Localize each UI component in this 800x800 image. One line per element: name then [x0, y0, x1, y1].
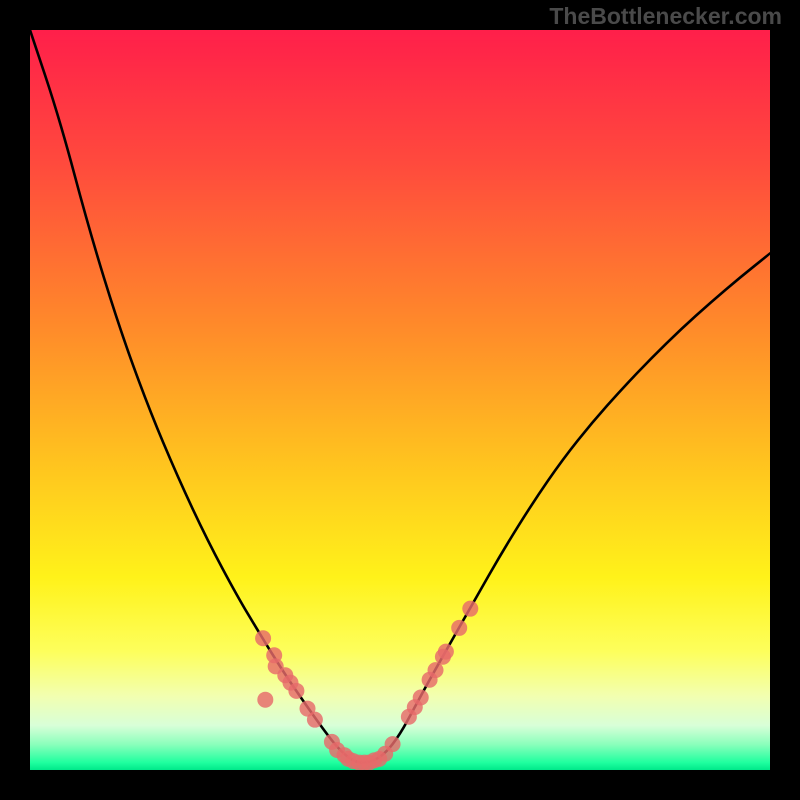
watermark-text: TheBottlenecker.com	[549, 3, 782, 30]
scatter-point	[413, 689, 429, 705]
scatter-point	[451, 620, 467, 636]
scatter-point	[438, 644, 454, 660]
chart-plot-area	[30, 30, 770, 770]
chart-svg	[30, 30, 770, 770]
scatter-point	[462, 601, 478, 617]
scatter-point	[385, 736, 401, 752]
scatter-point	[255, 630, 271, 646]
gradient-background	[30, 30, 770, 770]
scatter-point	[307, 712, 323, 728]
scatter-point	[257, 692, 273, 708]
scatter-point	[288, 683, 304, 699]
